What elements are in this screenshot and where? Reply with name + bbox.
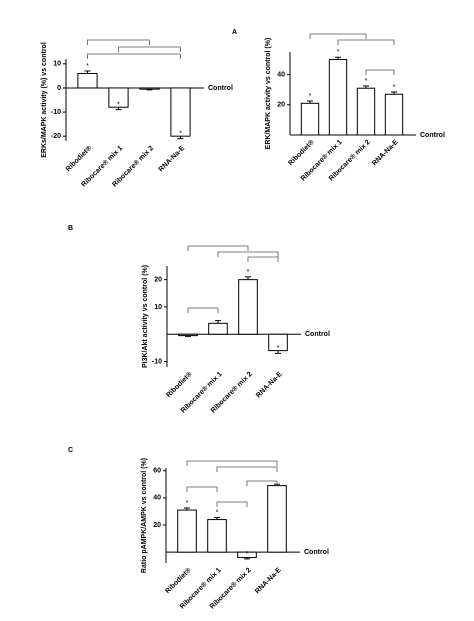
panel-label: A — [232, 29, 237, 36]
x-tick-label: RNA-Na-E — [254, 567, 283, 596]
x-tick-label: Ribodiet® — [64, 143, 94, 173]
y-tick-label: 40 — [153, 495, 161, 502]
comparison-bracket — [309, 33, 367, 39]
bar — [238, 279, 258, 335]
bar — [178, 333, 198, 337]
bar — [300, 102, 320, 136]
significance-mark: * — [247, 269, 250, 276]
baseline-label: Control — [305, 331, 330, 338]
y-tick-label: 20 — [153, 522, 161, 529]
significance-mark: * — [393, 84, 396, 91]
error-bar — [215, 320, 221, 324]
comparison-bracket — [247, 256, 279, 262]
significance-mark: * — [179, 130, 182, 137]
bar — [77, 72, 98, 89]
error-bar — [363, 85, 369, 89]
y-tick-label: 20 — [154, 276, 162, 283]
comparison-bracket — [187, 307, 219, 313]
baseline-label: Control — [208, 85, 233, 92]
bar — [328, 59, 348, 136]
bar — [170, 87, 191, 137]
bar — [208, 322, 228, 335]
error-bar — [185, 335, 191, 337]
error-bar — [244, 557, 250, 560]
bar — [207, 519, 227, 553]
comparison-bracket — [186, 460, 278, 466]
comparison-bracket — [87, 39, 150, 45]
y-tick-label: 40 — [277, 71, 285, 78]
significance-mark: * — [86, 63, 89, 70]
x-tick-label: Ribodiet® — [165, 369, 195, 399]
error-bar — [245, 276, 251, 280]
y-tick-label: -10 — [51, 109, 61, 116]
error-bar — [177, 136, 184, 140]
significance-mark: * — [337, 49, 340, 56]
panel-label: B — [68, 225, 73, 232]
x-tick-label: RNA-Na-E — [255, 371, 284, 400]
comparison-bracket — [118, 46, 181, 52]
significance-mark: * — [277, 345, 280, 352]
comparison-bracket — [187, 245, 249, 251]
significance-mark: * — [309, 93, 312, 100]
y-tick-label: 20 — [277, 102, 285, 109]
significance-mark: * — [117, 101, 120, 108]
error-bar — [391, 91, 397, 95]
y-tick-label: 10 — [154, 304, 162, 311]
y-axis-label: ERKs/MAPK activity (%) vs control — [41, 42, 48, 158]
significance-mark: * — [186, 500, 189, 507]
comparison-bracket — [216, 466, 278, 472]
error-bar — [214, 517, 220, 520]
x-tick-label: RNA-Na-E — [158, 145, 187, 174]
x-tick-label: Ribodiet® — [287, 137, 317, 167]
y-tick-label: 10 — [53, 61, 61, 68]
x-tick-label: RNA-Na-E — [371, 139, 400, 168]
comparison-bracket — [365, 69, 395, 75]
significance-mark: * — [246, 551, 249, 558]
error-bar — [335, 56, 341, 60]
comparison-bracket — [337, 39, 395, 45]
comparison-bracket — [186, 486, 218, 492]
baseline-label: Control — [420, 132, 445, 139]
bar — [139, 87, 160, 90]
y-axis-label: Ratio pAMPK/AMPK vs control (%) — [141, 458, 148, 573]
significance-mark: * — [216, 509, 219, 516]
comparison-bracket — [217, 251, 279, 257]
y-tick-label: 0 — [57, 85, 61, 92]
comparison-bracket — [216, 501, 248, 507]
panel-label: C — [68, 447, 73, 454]
error-bar — [275, 350, 281, 354]
error-bar — [184, 507, 190, 511]
x-tick-label: Ribodiet® — [164, 565, 194, 595]
y-tick-label: -20 — [51, 133, 61, 140]
baseline-label: Control — [304, 549, 329, 556]
y-axis-label: ERK/MAPK activity vs control (%) — [265, 38, 272, 150]
error-bar — [84, 70, 91, 74]
bar — [267, 485, 287, 553]
error-bar — [115, 107, 122, 111]
comparison-bracket — [87, 53, 181, 59]
significance-mark: * — [365, 78, 368, 85]
bar — [177, 509, 197, 553]
y-axis-label: PI3K/Akt activity vs control (%) — [142, 265, 149, 368]
y-tick-label: -10 — [152, 358, 162, 365]
bar — [356, 87, 376, 136]
comparison-bracket — [246, 480, 278, 486]
y-tick-label: 60 — [153, 468, 161, 475]
error-bar — [307, 100, 313, 104]
bar — [384, 93, 404, 136]
error-bar — [146, 89, 153, 91]
